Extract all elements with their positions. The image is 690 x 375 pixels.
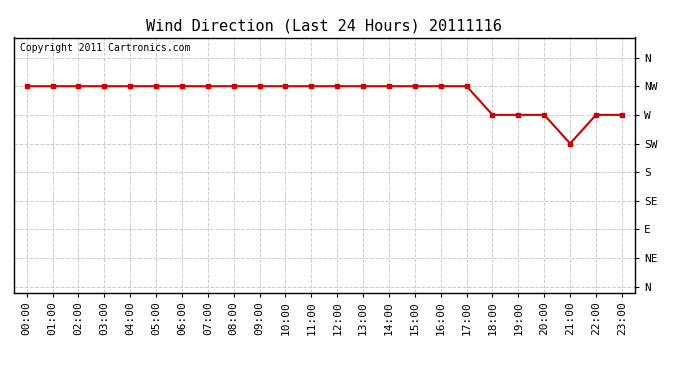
- Title: Wind Direction (Last 24 Hours) 20111116: Wind Direction (Last 24 Hours) 20111116: [146, 18, 502, 33]
- Text: Copyright 2011 Cartronics.com: Copyright 2011 Cartronics.com: [20, 43, 190, 52]
